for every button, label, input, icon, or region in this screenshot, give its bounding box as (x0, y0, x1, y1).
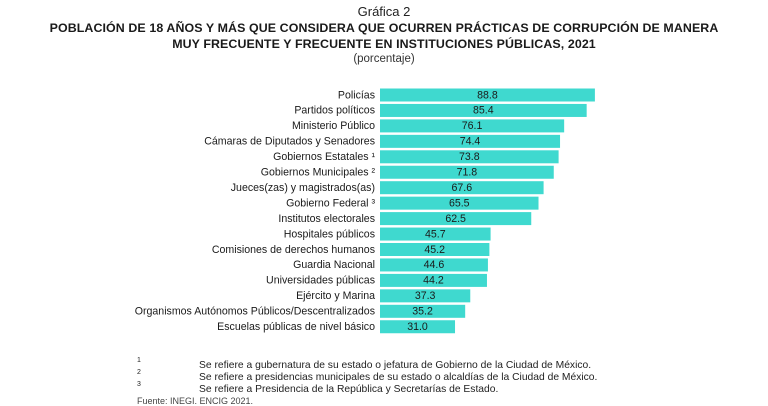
category-label: Comisiones de derechos humanos (212, 244, 375, 256)
bar-10 (380, 243, 490, 256)
category-label: Cámaras de Diputados y Senadores (204, 136, 375, 148)
value-label: 73.8 (459, 151, 480, 163)
footnote-mark: 2 (137, 369, 141, 376)
footnote-3: 3 Se refiere a Presidencia de la Repúbli… (0, 381, 768, 396)
footnote-mark: 3 (137, 381, 141, 388)
value-label: 45.2 (424, 244, 445, 256)
category-label: Gobierno Federal ³ (286, 197, 375, 209)
chart-title-line-2: MUY FRECUENTE Y FRECUENTE EN INSTITUCION… (172, 37, 596, 51)
chart-header: Gráfica 2 POBLACIÓN DE 18 AÑOS Y MÁS QUE… (0, 4, 768, 66)
value-label: 71.8 (457, 167, 478, 179)
category-label: Policías (338, 89, 375, 101)
bar-8 (380, 212, 532, 226)
bar-6 (380, 181, 544, 195)
category-label: Universidades públicas (266, 275, 375, 287)
category-label: Ministerio Público (292, 120, 375, 132)
value-label: 85.4 (473, 105, 494, 117)
category-label: Escuelas públicas de nivel básico (217, 321, 375, 333)
category-label: Organismos Autónomos Públicos/Descentral… (135, 306, 375, 318)
category-label: Partidos políticos (294, 105, 375, 117)
bar-15 (380, 320, 456, 334)
bar-5 (380, 165, 554, 179)
footnote-2: 2 Se refiere a presidencias municipales … (0, 369, 768, 384)
value-label: 44.6 (424, 259, 445, 271)
footnote-1: 1 Se refiere a gubernatura de su estado … (0, 357, 768, 372)
footnote-mark: 1 (137, 357, 141, 364)
bar-1 (380, 103, 587, 117)
bar-9 (380, 227, 491, 241)
value-label: 65.5 (449, 197, 470, 209)
category-label: Ejército y Marina (296, 290, 375, 302)
bar-2 (380, 119, 565, 133)
value-label: 88.8 (477, 89, 498, 101)
footnote-text: Se refiere a gubernatura de su estado o … (199, 360, 592, 371)
category-label: Gobiernos Estatales ¹ (273, 151, 375, 163)
value-label: 35.2 (412, 306, 433, 318)
footnote-text: Se refiere a presidencias municipales de… (199, 372, 598, 383)
value-label: 31.0 (407, 321, 428, 333)
category-label: Gobiernos Municipales ² (261, 167, 376, 179)
figure-label: Gráfica 2 (357, 4, 411, 19)
value-label: 67.6 (451, 182, 472, 194)
category-label: Jueces(zas) y magistrados(as) (231, 182, 375, 194)
category-label: Hospitales públicos (284, 228, 375, 240)
bar-4 (380, 150, 559, 164)
chart-subtitle: (porcentaje) (353, 53, 415, 65)
value-label: 74.4 (460, 136, 481, 148)
source-note: Fuente: INEGI. ENCIG 2021. (137, 396, 254, 406)
bar-12 (380, 273, 487, 287)
value-label: 76.1 (462, 120, 483, 132)
footnote-text: Se refiere a Presidencia de la República… (199, 384, 499, 395)
bar-0 (380, 88, 595, 102)
category-label: Institutos electorales (278, 213, 375, 225)
bar-11 (380, 258, 488, 272)
value-label: 62.5 (445, 213, 466, 225)
bar-3 (380, 134, 561, 148)
category-label: Guardia Nacional (293, 259, 375, 271)
bar-14 (380, 304, 466, 318)
value-label: 44.2 (423, 275, 444, 287)
bar-chart: Policías 88.8 Partidos políticos 85.4 Minist… (135, 88, 595, 334)
value-label: 37.3 (415, 290, 436, 302)
bar-13 (380, 289, 471, 303)
bar-7 (380, 196, 539, 210)
value-label: 45.7 (425, 228, 446, 240)
chart-title-line-1: POBLACIÓN DE 18 AÑOS Y MÁS QUE CONSIDERA… (49, 21, 719, 35)
